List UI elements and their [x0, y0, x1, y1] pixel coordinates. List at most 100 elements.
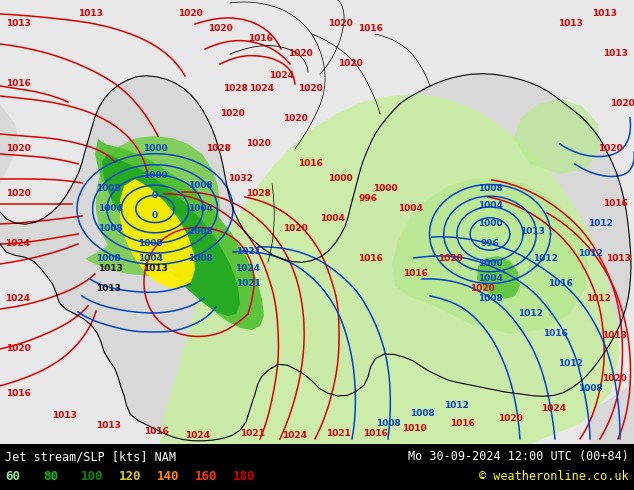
- Text: 1008: 1008: [375, 419, 401, 428]
- Text: 1016: 1016: [247, 34, 273, 44]
- Polygon shape: [120, 179, 195, 288]
- Text: 1020: 1020: [470, 285, 495, 294]
- Text: 1000: 1000: [373, 184, 398, 194]
- Text: 1013: 1013: [51, 412, 77, 420]
- Text: 1016: 1016: [543, 329, 567, 339]
- Text: 1024: 1024: [6, 294, 30, 303]
- Text: 60: 60: [5, 470, 20, 484]
- Text: 1020: 1020: [338, 59, 363, 69]
- Text: 1004: 1004: [320, 215, 344, 223]
- Text: 1008: 1008: [188, 254, 212, 264]
- Text: 1016: 1016: [363, 429, 387, 439]
- Text: 1004: 1004: [477, 201, 502, 211]
- Text: 1024: 1024: [250, 84, 275, 94]
- Polygon shape: [102, 154, 240, 316]
- Text: 1013: 1013: [96, 421, 120, 430]
- Text: 1016: 1016: [602, 199, 628, 208]
- Polygon shape: [85, 136, 220, 276]
- Text: Jet stream/SLP [kts] NAM: Jet stream/SLP [kts] NAM: [5, 450, 176, 464]
- Text: 1013: 1013: [592, 9, 616, 19]
- Polygon shape: [95, 139, 264, 330]
- Text: 160: 160: [195, 470, 217, 484]
- Text: 1024: 1024: [186, 431, 210, 441]
- Text: 0: 0: [152, 192, 158, 200]
- Text: 1013: 1013: [519, 227, 545, 237]
- Text: 1020: 1020: [328, 20, 353, 28]
- Text: 80: 80: [43, 470, 58, 484]
- Text: 1012: 1012: [578, 249, 602, 258]
- Text: 1020: 1020: [207, 24, 233, 33]
- Text: 1008: 1008: [477, 294, 502, 303]
- Text: 1020: 1020: [283, 224, 307, 233]
- Text: 100: 100: [81, 470, 103, 484]
- Text: 1013: 1013: [6, 20, 30, 28]
- Text: 1016: 1016: [6, 79, 30, 89]
- Text: 1004: 1004: [477, 274, 502, 283]
- Text: 1004: 1004: [188, 204, 212, 214]
- Text: 1008: 1008: [410, 410, 434, 418]
- Text: 1013: 1013: [77, 9, 103, 19]
- Text: 1016: 1016: [358, 254, 382, 264]
- Text: 140: 140: [157, 470, 179, 484]
- Text: 1012: 1012: [517, 310, 543, 318]
- Text: 1032: 1032: [228, 174, 252, 183]
- Text: 1008: 1008: [477, 184, 502, 194]
- Text: 996: 996: [358, 195, 377, 203]
- Text: 1028: 1028: [223, 84, 247, 94]
- Text: 996: 996: [481, 240, 500, 248]
- Text: 1016: 1016: [450, 419, 474, 428]
- Text: 1020: 1020: [283, 115, 307, 123]
- Text: 1021: 1021: [236, 247, 261, 256]
- Text: 1008: 1008: [188, 227, 212, 237]
- Text: 1021: 1021: [240, 429, 264, 439]
- Text: 0: 0: [152, 212, 158, 220]
- Text: 1020: 1020: [6, 145, 30, 153]
- Text: 1000: 1000: [477, 260, 502, 269]
- Text: 1000: 1000: [143, 145, 167, 153]
- Text: 1000: 1000: [477, 220, 502, 228]
- Text: 1000: 1000: [143, 172, 167, 180]
- Text: 1008: 1008: [578, 385, 602, 393]
- Text: 1020: 1020: [498, 415, 522, 423]
- Text: 1008: 1008: [138, 240, 162, 248]
- Text: 1010: 1010: [401, 424, 427, 434]
- Text: 1020: 1020: [610, 99, 634, 108]
- Text: 1016: 1016: [6, 390, 30, 398]
- Text: 1012: 1012: [533, 254, 557, 264]
- Text: 1013: 1013: [605, 254, 630, 264]
- Text: 1004: 1004: [398, 204, 422, 214]
- Text: 1008: 1008: [188, 181, 212, 191]
- Text: 1012: 1012: [444, 401, 469, 411]
- Text: 1021: 1021: [236, 279, 261, 289]
- Text: 1024: 1024: [283, 431, 307, 441]
- Text: 1013: 1013: [143, 265, 167, 273]
- Polygon shape: [587, 384, 634, 444]
- Text: 1013: 1013: [98, 265, 122, 273]
- Text: 1013: 1013: [96, 285, 120, 294]
- Polygon shape: [477, 256, 520, 299]
- Polygon shape: [392, 178, 588, 334]
- Text: 1012: 1012: [557, 360, 583, 368]
- Text: 1008: 1008: [98, 224, 122, 233]
- Text: 1000: 1000: [328, 174, 353, 183]
- Text: 1008: 1008: [96, 254, 120, 264]
- Text: 1016: 1016: [297, 159, 323, 169]
- Polygon shape: [514, 99, 600, 174]
- Text: 1020: 1020: [6, 344, 30, 353]
- Text: 1012: 1012: [586, 294, 611, 303]
- Text: 1016: 1016: [143, 427, 169, 437]
- Text: 1013: 1013: [602, 49, 628, 58]
- Text: 1016: 1016: [358, 24, 382, 33]
- Text: 1016: 1016: [403, 270, 427, 278]
- Text: 1024: 1024: [269, 72, 295, 80]
- Text: 1021: 1021: [326, 429, 351, 439]
- Text: 1020: 1020: [297, 84, 322, 94]
- Text: 1020: 1020: [288, 49, 313, 58]
- Polygon shape: [0, 0, 631, 441]
- Text: 1020: 1020: [245, 140, 270, 148]
- Text: 1013: 1013: [602, 331, 626, 341]
- Text: 1020: 1020: [219, 109, 244, 119]
- Text: 1024: 1024: [235, 265, 261, 273]
- Text: 1020: 1020: [178, 9, 202, 19]
- Text: 1028: 1028: [205, 145, 230, 153]
